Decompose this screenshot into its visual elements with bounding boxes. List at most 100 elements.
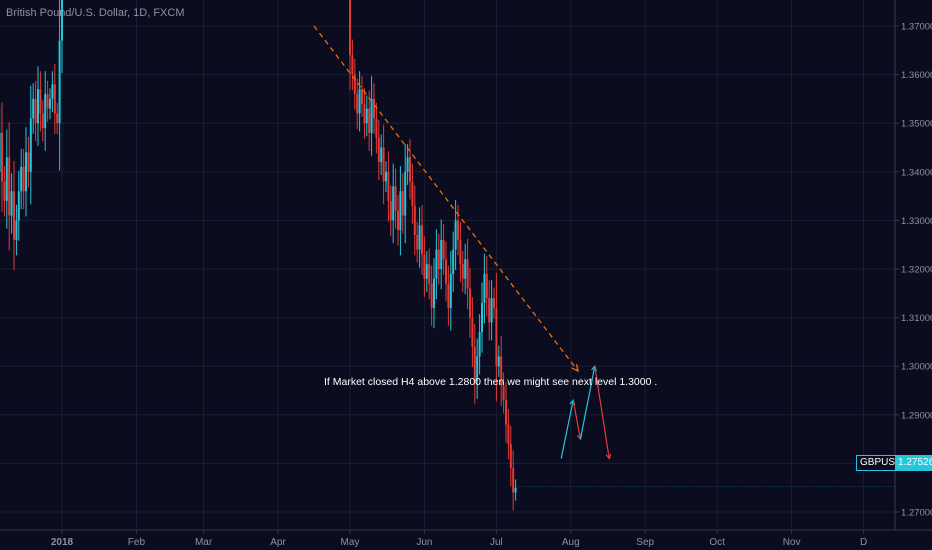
candle-body [423,254,426,279]
candle-body [440,239,443,269]
candle-body [51,84,54,99]
candle-body [469,288,471,318]
price-tick-label: 1.33000 [901,216,932,227]
candle-body [392,186,395,221]
price-tick-label: 1.32000 [901,265,932,276]
candle-body [454,220,457,250]
time-tick-label: Sep [636,537,654,548]
candle-body [404,171,407,216]
candle-body [368,108,371,133]
candle-body [425,264,428,279]
candle-body [495,307,498,367]
candle-body [478,332,481,357]
candle-body [483,273,486,304]
candle-body [15,220,18,240]
time-tick-label: Apr [270,537,286,548]
candle-body [3,181,6,201]
trendline-arrowhead [571,364,579,373]
candle-body [361,89,363,104]
price-tick-label: 1.27000 [901,508,932,519]
candle-body [25,152,27,192]
candle-body [387,171,390,201]
candle-body [37,89,39,124]
candle-body [459,239,462,265]
price-tick-label: 1.34000 [901,167,932,178]
candle-body [401,191,404,216]
candle-body [409,157,411,182]
last-price-label: 1.27526 [895,455,932,471]
candle-body [457,220,459,240]
candle-body [493,298,495,308]
candle-body [497,356,500,367]
analysis-note: If Market closed H4 above 1.2800 then we… [324,376,658,388]
time-tick-label: May [341,537,360,548]
time-tick-label: D [860,537,867,548]
price-tick-label: 1.30000 [901,362,932,373]
projection-leg [594,366,610,459]
candle-body [449,273,452,308]
candle-body [353,74,356,95]
candle-body [416,234,419,250]
candle-body [385,171,387,182]
candle-body [358,89,361,114]
candle-body [380,147,383,163]
chart-title: British Pound/U.S. Dollar, 1D, FXCM [6,7,185,19]
candle-body [464,259,467,279]
candle-body [490,298,493,323]
time-tick-label: Nov [783,537,801,548]
candle-body [445,259,447,284]
projection-arrowhead [605,453,612,460]
candle-body [377,137,380,163]
candle-body [375,118,378,138]
time-tick-label: Oct [709,537,725,548]
candle-body [1,132,3,182]
candle-body [29,118,32,172]
candle-body [10,191,13,216]
candle-body [39,89,42,114]
candle-body [49,98,51,109]
candle-body [61,0,63,41]
candle-body [473,346,476,381]
candle-body [399,191,402,231]
time-axis[interactable]: 2018 Feb Mar Apr May Jun Jul Aug Sep Oct Nov D [51,530,867,548]
projection-leg [572,400,581,440]
candle-body [481,303,483,333]
candle-body [406,157,409,172]
candle-body [442,239,445,260]
candle-body [507,424,510,444]
candle-body [351,55,354,75]
price-tick-label: 1.29000 [901,410,932,421]
candle-body [394,186,397,211]
candle-body [17,191,20,221]
candle-body [53,84,56,114]
candle-body [41,113,44,129]
candle-body [34,98,37,124]
candle-body [56,113,59,124]
candle-body [44,94,47,129]
candles [0,0,517,511]
candle-body [430,283,433,308]
candle-body [437,249,440,269]
grid [0,0,895,530]
candle-body [447,283,450,308]
time-tick-label: Jul [490,537,503,548]
candle-body [363,103,366,124]
candle-body [461,264,464,279]
candle-body [485,273,488,299]
candle-body [32,98,35,119]
candle-body [46,94,49,109]
candle-body [505,400,507,425]
time-tick-label: Jun [416,537,432,548]
price-tick-label: 1.36000 [901,70,932,81]
price-tick-label: 1.37000 [901,22,932,33]
time-tick-label: 2018 [51,537,74,548]
candle-body [500,356,503,386]
candle-body [349,0,351,56]
candle-body [389,200,392,221]
candle-body [488,298,491,323]
candle-body [397,210,399,231]
candle-body [20,166,23,192]
time-tick-label: Feb [128,537,146,548]
projection-leg [579,366,596,440]
